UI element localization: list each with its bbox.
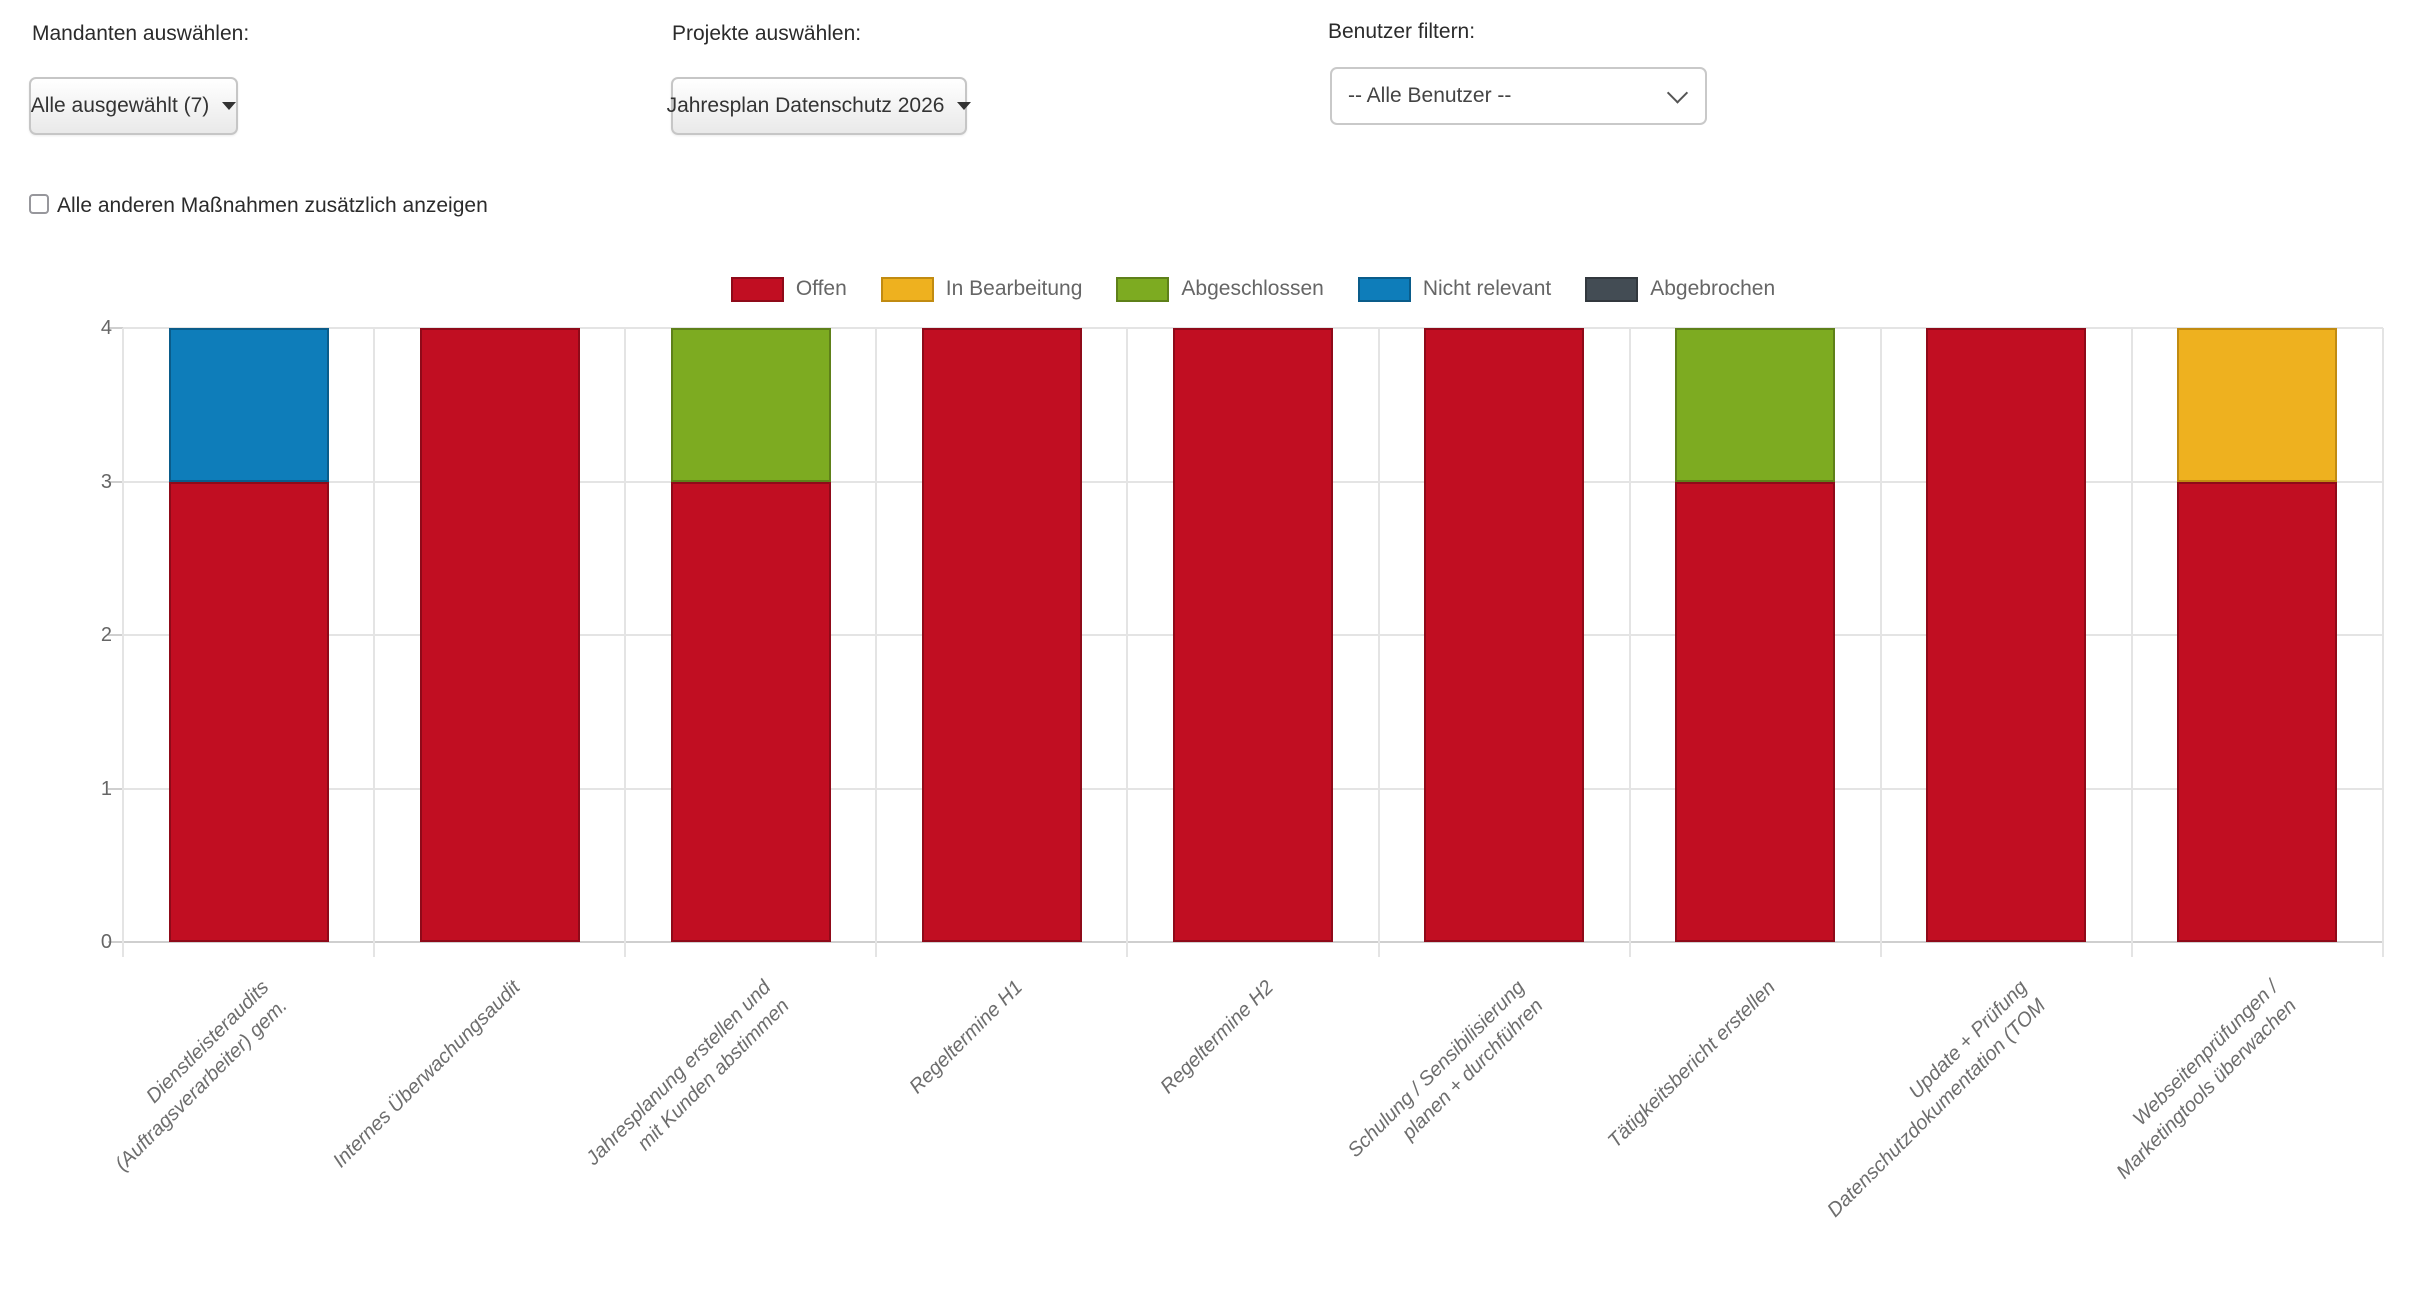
x-gridline [1377, 328, 1380, 957]
legend-label: Abgeschlossen [1181, 277, 1324, 300]
bar-segment [168, 328, 329, 482]
bar-segment [1424, 328, 1585, 942]
chevron-down-icon [1666, 82, 1689, 104]
legend-item[interactable]: Abgeschlossen [1116, 276, 1324, 302]
show-other-measures-checkbox[interactable] [29, 194, 49, 214]
bar-segment [168, 481, 329, 942]
y-tick-mark [108, 787, 123, 790]
x-axis-tick-label: Update + Prüfung Datenschutzdokumentatio… [1822, 976, 2050, 1222]
bar-segment [1173, 328, 1333, 942]
y-axis-tick-label: 0 [100, 931, 112, 953]
x-axis-tick-label: Webseitenprüfungen / Marketingtools über… [2112, 976, 2301, 1184]
x-gridline [122, 328, 124, 957]
legend-item[interactable]: Abgebrochen [1585, 276, 1776, 302]
legend-swatch [730, 276, 784, 302]
legend-swatch [1116, 276, 1170, 302]
legend-swatch [1585, 276, 1639, 302]
bar-segment [419, 328, 580, 942]
bar-segment [1926, 328, 2087, 942]
legend-label: Offen [795, 277, 847, 300]
x-axis-tick-label: Schulung / Sensibilisierung planen + dur… [1343, 976, 1548, 1162]
bar-segment [670, 328, 831, 482]
y-tick-mark [108, 480, 123, 483]
show-other-measures-label[interactable]: Alle anderen Maßnahmen zusätzlich anzeig… [57, 194, 488, 217]
caret-down-icon [222, 102, 237, 110]
y-tick-mark [108, 941, 123, 943]
y-tick-mark [108, 327, 123, 329]
mandanten-dropdown-value: Alle ausgewählt (7) [30, 94, 210, 117]
legend-label: Nicht relevant [1422, 277, 1552, 300]
legend-swatch [880, 276, 934, 302]
x-gridline [1628, 328, 1631, 957]
x-axis-tick-label: Dienstleisteraudits (Auftragsverarbeiter… [111, 976, 292, 1176]
projekte-label: Projekte auswählen: [672, 22, 862, 45]
bar-segment [2177, 328, 2338, 482]
y-axis-tick-label: 4 [100, 317, 112, 339]
y-tick-mark [108, 634, 123, 636]
x-axis-tick-label: Internes Überwachungsaudit [329, 976, 525, 1173]
bar-segment [2177, 481, 2338, 942]
chart-legend: Offen In Bearbeitung Abgeschlossen Nicht re… [123, 274, 2383, 304]
y-gridline [123, 941, 2383, 943]
legend-item[interactable]: In Bearbeitung [880, 276, 1083, 302]
x-axis-tick-label: Tätigkeitsbericht erstellen [1604, 976, 1781, 1153]
mandanten-dropdown-button[interactable]: Alle ausgewählt (7) [29, 77, 238, 135]
y-axis-tick-label: 3 [100, 470, 112, 493]
x-axis-tick-label: Regeltermine H1 [905, 976, 1027, 1099]
x-gridline [2130, 328, 2133, 957]
projekte-dropdown-value: Jahresplan Datenschutz 2026 [666, 94, 945, 117]
x-gridline [2382, 328, 2384, 957]
y-axis-tick-label: 2 [100, 624, 112, 646]
x-gridline [1879, 328, 1882, 957]
bar-segment [1675, 328, 1836, 482]
bar-segment [670, 481, 831, 942]
caret-down-icon [957, 102, 972, 110]
legend-swatch [1357, 276, 1411, 302]
benutzer-filter-select[interactable]: -- Alle Benutzer -- [1330, 67, 1707, 125]
mandanten-label: Mandanten auswählen: [32, 22, 250, 45]
projekte-dropdown-button[interactable]: Jahresplan Datenschutz 2026 [667, 77, 972, 135]
legend-item[interactable]: Offen [730, 276, 847, 302]
bar-segment [921, 328, 1082, 942]
bar-segment [1675, 481, 1836, 942]
x-gridline [1126, 328, 1129, 957]
x-gridline [875, 328, 878, 957]
x-axis-tick-label: Jahresplanung erstellen und mit Kunden a… [582, 976, 795, 1170]
benutzer-label: Benutzer filtern: [1328, 20, 1476, 43]
legend-label: Abgebrochen [1650, 277, 1776, 300]
benutzer-filter-value: -- Alle Benutzer -- [1348, 84, 1512, 107]
x-gridline [373, 328, 376, 957]
legend-label: In Bearbeitung [945, 277, 1083, 300]
legend-item[interactable]: Nicht relevant [1357, 276, 1552, 302]
x-gridline [624, 328, 627, 957]
x-axis-tick-label: Regeltermine H2 [1156, 976, 1278, 1099]
y-axis-tick-label: 1 [100, 777, 112, 800]
